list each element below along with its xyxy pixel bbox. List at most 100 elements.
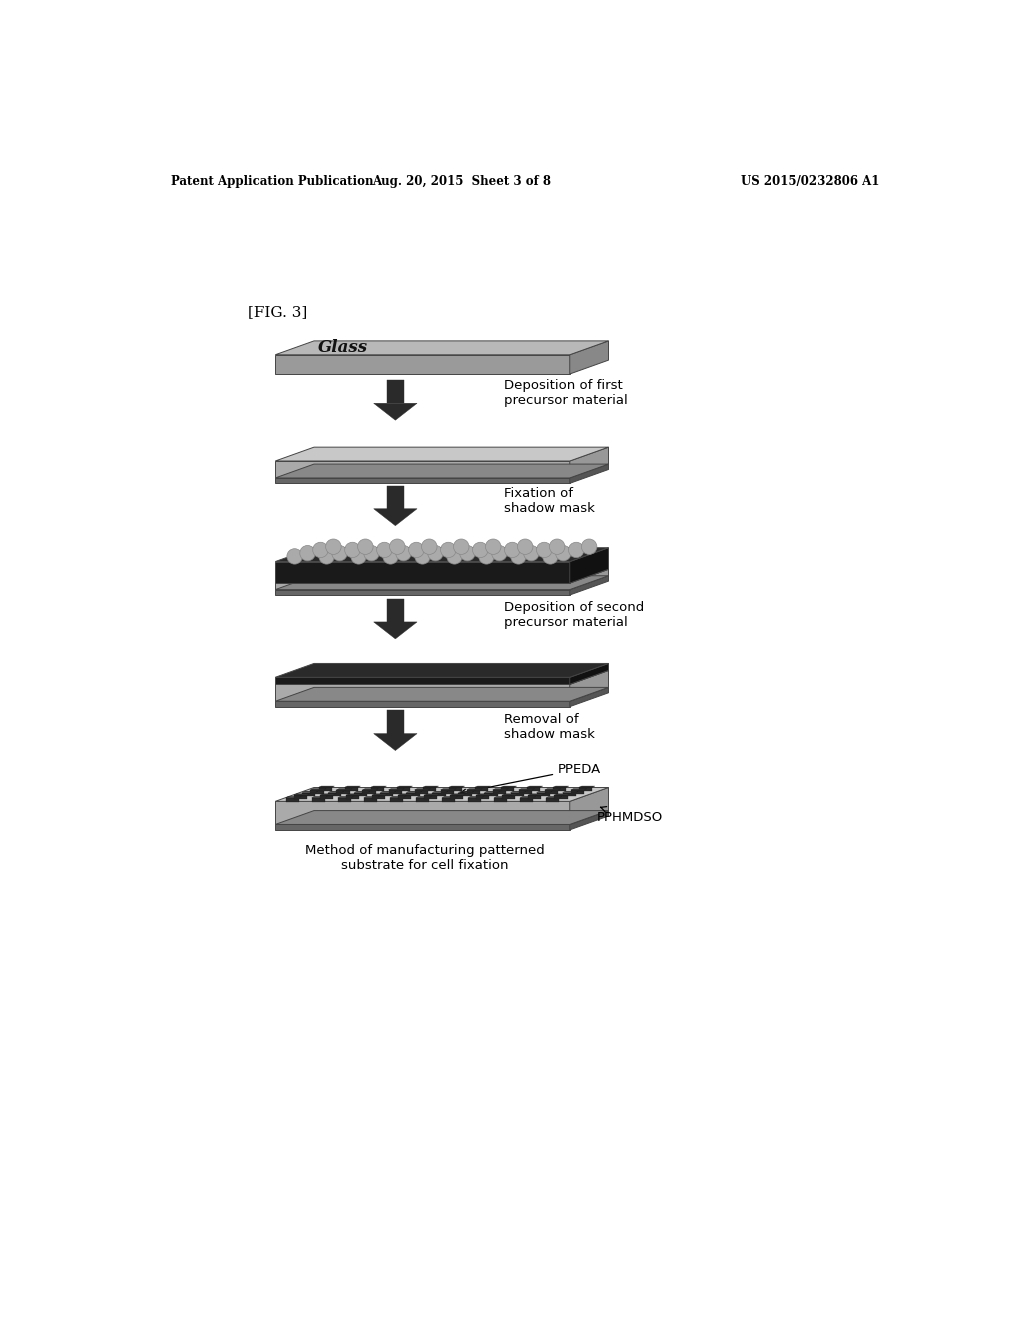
Polygon shape	[475, 787, 488, 791]
Polygon shape	[275, 465, 608, 478]
Circle shape	[345, 543, 360, 557]
Polygon shape	[569, 810, 608, 830]
Polygon shape	[569, 465, 608, 483]
Polygon shape	[546, 797, 559, 801]
Polygon shape	[275, 355, 569, 374]
Polygon shape	[398, 795, 412, 799]
Polygon shape	[329, 792, 341, 796]
Circle shape	[364, 545, 379, 561]
Polygon shape	[275, 341, 608, 355]
Circle shape	[472, 543, 488, 557]
Circle shape	[422, 539, 437, 554]
Circle shape	[440, 543, 456, 557]
Polygon shape	[424, 795, 437, 799]
Text: [FIG. 3]: [FIG. 3]	[248, 305, 307, 318]
Circle shape	[395, 545, 412, 561]
Circle shape	[415, 549, 430, 564]
Polygon shape	[467, 789, 480, 793]
Polygon shape	[502, 795, 515, 799]
Polygon shape	[302, 792, 315, 796]
Circle shape	[326, 539, 341, 554]
Polygon shape	[275, 447, 608, 461]
Circle shape	[389, 539, 406, 554]
Polygon shape	[319, 795, 333, 799]
Polygon shape	[275, 671, 608, 684]
Text: Aug. 20, 2015  Sheet 3 of 8: Aug. 20, 2015 Sheet 3 of 8	[372, 176, 551, 189]
Circle shape	[550, 539, 565, 554]
Circle shape	[537, 543, 552, 557]
Polygon shape	[520, 797, 534, 801]
Polygon shape	[442, 797, 455, 801]
Circle shape	[460, 545, 475, 561]
Polygon shape	[387, 599, 403, 622]
Polygon shape	[337, 789, 349, 793]
Polygon shape	[569, 576, 608, 595]
Polygon shape	[275, 548, 608, 561]
Polygon shape	[310, 789, 324, 793]
Polygon shape	[275, 688, 608, 701]
Polygon shape	[440, 789, 454, 793]
Polygon shape	[346, 795, 359, 799]
Polygon shape	[432, 792, 445, 796]
Text: Removal of
shadow mask: Removal of shadow mask	[504, 713, 595, 741]
Polygon shape	[396, 787, 410, 791]
Polygon shape	[311, 797, 325, 801]
Polygon shape	[345, 787, 357, 791]
Polygon shape	[294, 795, 307, 799]
Text: Method of manufacturing patterned
substrate for cell fixation: Method of manufacturing patterned substr…	[305, 843, 545, 871]
Polygon shape	[407, 792, 420, 796]
Polygon shape	[275, 590, 569, 595]
Circle shape	[505, 543, 520, 557]
Polygon shape	[451, 795, 464, 799]
Polygon shape	[318, 787, 332, 791]
Circle shape	[318, 549, 335, 564]
Polygon shape	[554, 795, 567, 799]
Polygon shape	[354, 792, 368, 796]
Polygon shape	[362, 789, 376, 793]
Polygon shape	[275, 583, 569, 590]
Circle shape	[446, 549, 462, 564]
Polygon shape	[275, 664, 608, 677]
Circle shape	[287, 549, 302, 564]
Polygon shape	[569, 664, 608, 684]
Polygon shape	[275, 478, 569, 483]
Polygon shape	[511, 792, 523, 796]
Polygon shape	[388, 789, 401, 793]
Circle shape	[312, 543, 329, 557]
Text: Fixation of
shadow mask: Fixation of shadow mask	[504, 487, 595, 515]
Text: PPEDA: PPEDA	[461, 763, 601, 795]
Circle shape	[517, 539, 532, 554]
Polygon shape	[275, 561, 569, 583]
Circle shape	[556, 545, 571, 561]
Polygon shape	[484, 792, 498, 796]
Polygon shape	[275, 810, 608, 825]
Circle shape	[485, 539, 501, 554]
Polygon shape	[275, 788, 608, 801]
Polygon shape	[372, 795, 385, 799]
Text: Patent Application Publication: Patent Application Publication	[171, 176, 373, 189]
Polygon shape	[553, 787, 566, 791]
Polygon shape	[390, 797, 403, 801]
Polygon shape	[569, 671, 608, 701]
Polygon shape	[374, 404, 417, 420]
Polygon shape	[275, 576, 608, 590]
Polygon shape	[579, 787, 592, 791]
Polygon shape	[275, 684, 569, 701]
Polygon shape	[494, 797, 507, 801]
Polygon shape	[569, 569, 608, 590]
Polygon shape	[569, 788, 608, 825]
Circle shape	[582, 539, 597, 554]
Text: US 2015/0232806 A1: US 2015/0232806 A1	[741, 176, 880, 189]
Polygon shape	[387, 486, 403, 508]
Polygon shape	[374, 622, 417, 639]
Polygon shape	[374, 508, 417, 525]
Circle shape	[377, 543, 392, 557]
Polygon shape	[493, 789, 506, 793]
Polygon shape	[275, 569, 608, 583]
Polygon shape	[374, 734, 417, 751]
Polygon shape	[415, 789, 428, 793]
Text: Deposition of first
precursor material: Deposition of first precursor material	[504, 379, 628, 408]
Text: Glass: Glass	[317, 339, 368, 355]
Polygon shape	[387, 380, 403, 404]
Polygon shape	[449, 787, 462, 791]
